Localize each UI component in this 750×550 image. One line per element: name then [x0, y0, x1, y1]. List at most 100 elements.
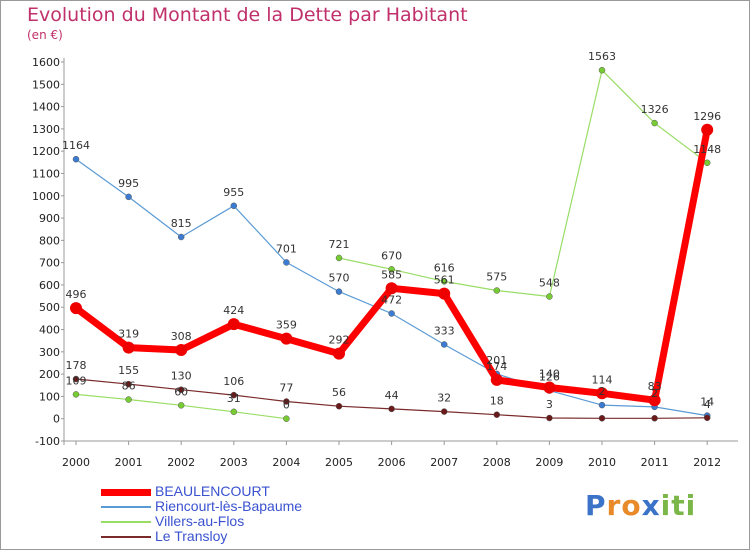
data-point: [598, 401, 606, 409]
data-point: [125, 193, 132, 201]
logo-letter: i: [685, 489, 697, 522]
y-tick-label: 1600: [32, 56, 60, 69]
logo-letter: o: [621, 489, 642, 522]
data-point: [125, 380, 132, 388]
y-tick-label: 300: [39, 346, 60, 359]
data-point: [596, 387, 608, 400]
data-point: [230, 408, 238, 416]
y-tick-label: 200: [39, 368, 60, 381]
data-label: 308: [171, 330, 192, 343]
data-label: 106: [223, 375, 244, 388]
data-point: [335, 254, 343, 262]
data-label: 1148: [693, 143, 721, 156]
logo-letter: i: [660, 489, 672, 522]
x-tick-label: 2008: [483, 456, 511, 469]
data-point: [651, 119, 658, 127]
data-label: 178: [66, 359, 87, 372]
y-tick-label: 100: [39, 390, 60, 403]
data-label: 472: [381, 293, 402, 306]
legend-swatch: [101, 506, 151, 508]
x-tick-label: 2007: [430, 456, 458, 469]
chart-title: Evolution du Montant de la Dette par Hab…: [27, 4, 468, 26]
y-tick-label: 800: [39, 234, 60, 247]
data-label: 2: [651, 387, 658, 400]
data-label: 2: [599, 385, 606, 398]
y-tick-label: 600: [39, 279, 60, 292]
y-tick-label: 400: [39, 324, 60, 337]
data-point: [438, 287, 451, 300]
data-point: [230, 202, 238, 210]
x-tick-label: 2011: [641, 456, 669, 469]
data-label: 333: [434, 324, 455, 337]
data-point: [72, 375, 80, 383]
data-point: [385, 282, 398, 295]
data-label: 1164: [62, 139, 90, 152]
data-label: 1296: [693, 110, 721, 123]
data-point: [703, 414, 711, 422]
y-tick-label: 1300: [32, 123, 60, 136]
x-tick-label: 2010: [588, 456, 616, 469]
data-label: 585: [381, 268, 402, 281]
data-label: 575: [486, 271, 507, 284]
data-point: [388, 405, 395, 413]
y-tick-label: 1000: [32, 190, 60, 203]
data-label: 424: [223, 304, 244, 317]
data-label: 14: [700, 396, 714, 409]
data-label: 140: [539, 367, 560, 380]
logo-letter: x: [641, 489, 661, 522]
data-point: [388, 266, 395, 273]
y-tick-label: 500: [39, 301, 60, 314]
y-tick-label: 0: [53, 413, 60, 426]
y-tick-label: 1100: [32, 167, 60, 180]
data-label: 0: [283, 399, 290, 412]
data-point: [177, 386, 185, 393]
data-point: [125, 396, 132, 403]
data-point: [283, 259, 290, 266]
data-point: [490, 373, 503, 386]
data-label: 292: [329, 334, 350, 347]
data-point: [440, 408, 448, 415]
data-label: 56: [332, 386, 346, 399]
data-label: 109: [66, 374, 87, 387]
x-tick-label: 2006: [378, 456, 406, 469]
legend-label: Riencourt-lès-Bapaume: [155, 498, 303, 514]
data-label: 174: [486, 360, 507, 373]
data-point: [72, 391, 80, 398]
series-line: [72, 126, 711, 404]
data-label: 32: [437, 392, 451, 405]
y-tick-label: 900: [39, 212, 60, 225]
y-tick-label: 1400: [32, 101, 60, 114]
data-point: [335, 402, 343, 410]
logo-letter: r: [606, 489, 622, 522]
y-tick-label: 1200: [32, 145, 60, 158]
data-point: [388, 310, 395, 317]
data-label: 201: [486, 354, 507, 367]
data-label: 616: [434, 261, 455, 274]
data-point: [230, 391, 238, 399]
data-label: 3: [546, 398, 553, 411]
data-point: [543, 381, 556, 394]
data-label: 570: [329, 272, 350, 285]
data-label: 60: [174, 385, 188, 398]
data-point: [122, 341, 135, 354]
legend-label: Le Transloy: [155, 528, 228, 544]
x-tick-label: 2005: [325, 456, 353, 469]
data-label: 319: [118, 328, 139, 341]
data-label: 955: [223, 186, 244, 199]
data-point: [333, 347, 345, 360]
proxiti-logo: Proxiti: [585, 489, 696, 522]
data-point: [648, 394, 661, 407]
x-tick-label: 2003: [220, 456, 248, 469]
data-point: [335, 288, 343, 295]
data-label: 77: [279, 382, 293, 395]
unit-label: (en €): [27, 28, 63, 42]
data-point: [70, 302, 82, 315]
data-point: [177, 402, 185, 409]
data-label: 155: [118, 364, 139, 377]
data-point: [598, 66, 606, 74]
data-label: 815: [171, 217, 192, 230]
y-tick-label: 1500: [32, 78, 60, 91]
data-point: [280, 332, 293, 345]
data-label: 130: [171, 370, 192, 383]
